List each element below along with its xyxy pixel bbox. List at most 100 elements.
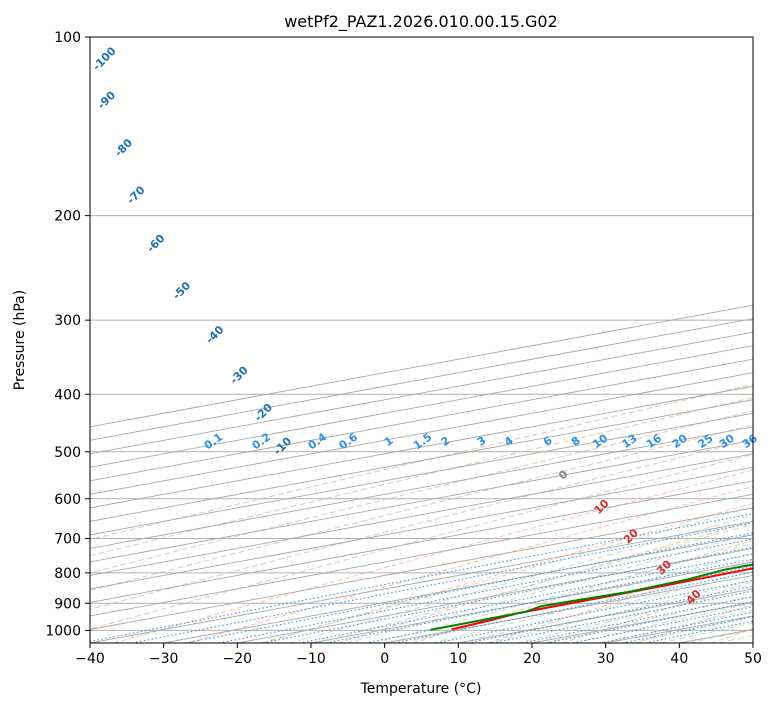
dry-adiabat-line [90,383,753,541]
isotherm-line [752,642,753,643]
y-tick-label: 800 [54,566,81,582]
moist-adiabat-line [459,571,753,643]
moist-adiabat-line [288,514,753,643]
y-tick-label: 100 [54,30,81,46]
dry-adiabat-label: -60 [144,231,167,254]
y-tick-label: 400 [54,387,81,403]
isotherm-line [237,547,753,643]
isotherm-line [458,588,753,643]
skewed-isotherms [90,304,753,643]
mixing-ratio-label: 1.5 [411,430,434,452]
mixing-ratio-line [572,606,753,643]
dry-adiabat-line [487,559,753,643]
mixing-ratio-label: 36 [740,431,760,451]
y-tick-label: 700 [54,532,81,548]
moist-adiabat-line [659,622,753,643]
isotherm-line [90,480,753,603]
isotherm-line [90,493,753,617]
x-axis: −40 −30 −20 −10 0 10 20 30 40 50 [75,643,762,667]
x-tick-label: −10 [296,651,326,667]
dry-adiabat-line [263,502,753,643]
dry-adiabat-line [562,581,753,643]
dewpoint-profile [430,563,753,631]
dry-adiabat-label: -10 [271,434,294,457]
x-tick-label: −30 [149,651,179,667]
isotherm-line [90,318,753,441]
mixing-ratio-line [394,571,753,643]
mixing-ratio-label: 4 [502,434,516,449]
isopleth-labels: 0.1 0.2 0.4 0.6 1 1.5 2 3 4 6 8 10 13 16 20 25 30 36-100-… [90,44,760,607]
y-axis: 100 200 300 400 500 600 700 800 900 1000 [45,30,90,639]
isotherm-line [90,453,753,576]
dry-adiabat-line [90,438,753,610]
temperature-profile [451,567,753,631]
dry-adiabat-line [711,628,753,643]
dry-adiabat-line [188,485,753,643]
y-tick-label: 600 [54,492,81,508]
mixing-ratio-line [492,590,753,643]
mixing-ratio-line [467,585,753,643]
dry-adiabat-line [412,539,753,643]
sounding-profiles [430,563,753,631]
dry-adiabat-label: -90 [95,88,118,111]
isotherm-line [605,615,753,643]
mixing-ratio-label: 20 [670,431,690,451]
dry-adiabat-label: -50 [170,279,193,302]
dry-adiabat-line [338,520,753,643]
mixing-ratio-line [365,566,753,643]
mixing-ratio-label: 6 [541,434,555,449]
isotherm-line [90,520,753,643]
dry-adiabat-label: -40 [203,323,226,346]
moist-adiabat-label: 10 [592,497,612,517]
y-tick-label: 1000 [45,623,81,639]
x-tick-label: 40 [670,651,688,667]
mixing-ratio-label: 30 [717,431,737,451]
mixing-ratio-label: 0.6 [337,430,361,452]
chart-title: wetPf2_PAZ1.2026.010.00.15.G02 [284,12,558,32]
moist-adiabat-line [346,532,753,643]
dry-adiabat-label: -70 [124,183,147,206]
isotherm-line [90,331,753,455]
dry-adiabat-line [90,453,753,630]
pressure-gridlines [90,37,753,631]
x-tick-label: 0 [380,651,389,667]
moist-adiabat-line [487,579,753,643]
isotherm-line [90,304,753,428]
dry-adiabat-label: -30 [228,363,251,386]
dry-adiabat-line [113,469,753,643]
mixing-ratio-label: 3 [475,434,489,449]
y-tick-label: 500 [54,445,81,461]
mixing-ratio-label: 0.4 [306,430,330,452]
x-tick-label: 20 [523,651,541,667]
moist-adiabat-line [317,523,753,643]
isotherm-line [384,574,753,643]
x-tick-label: 10 [449,651,467,667]
isotherm-line [90,426,753,549]
x-axis-label: Temperature (°C) [360,681,482,697]
y-axis-label: Pressure (hPa) [12,290,28,390]
plot-frame [89,36,754,644]
y-tick-label: 300 [54,313,81,329]
x-tick-label: −40 [75,651,105,667]
mixing-ratio-line [90,512,753,642]
dry-adiabat-label: -80 [112,136,135,159]
mixing-ratio-label: 16 [644,431,664,451]
x-tick-label: −20 [223,651,253,667]
dry-adiabat-label: -100 [90,44,119,73]
moist-adiabat-line [374,542,753,643]
mixing-ratio-label: 1 [382,434,396,449]
dry-adiabat-line [90,396,753,557]
moist-adiabat-line [602,609,753,643]
mixing-ratio-line [436,579,753,643]
mixing-ratio-line [218,538,753,643]
isotherm-line [310,561,753,643]
mixing-ratio-line [622,616,753,643]
mixing-ratio-label: 0.1 [202,430,225,452]
isotherm-line [90,466,753,590]
isotherm-line [90,439,753,563]
isotherm-line [163,534,753,643]
isotherm-line [90,507,753,630]
mixing-ratio-lines [90,512,753,643]
x-tick-label: 50 [744,651,762,667]
